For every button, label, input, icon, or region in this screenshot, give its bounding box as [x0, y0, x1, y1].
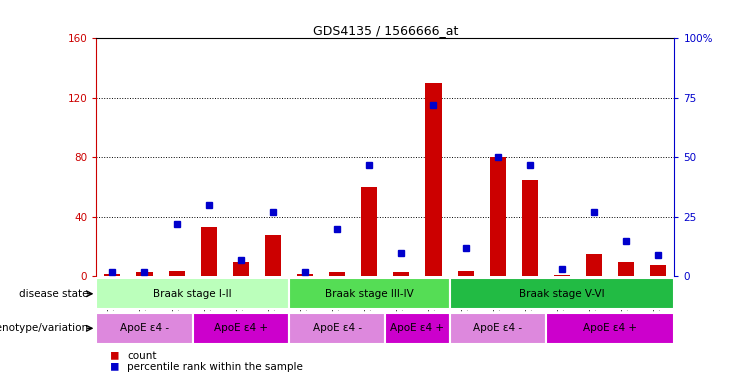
Bar — [457, 270, 473, 276]
Text: ApoE ε4 +: ApoE ε4 + — [583, 323, 637, 333]
Bar — [618, 262, 634, 276]
Bar — [265, 235, 281, 276]
Bar — [297, 273, 313, 276]
Bar — [233, 262, 249, 276]
Bar — [329, 272, 345, 276]
Bar — [586, 254, 602, 276]
Text: Braak stage V-VI: Braak stage V-VI — [519, 289, 605, 299]
Bar — [450, 313, 546, 344]
Text: genotype/variation: genotype/variation — [0, 323, 89, 333]
Text: ApoE ε4 -: ApoE ε4 - — [473, 323, 522, 333]
Bar — [96, 313, 193, 344]
Bar — [289, 313, 385, 344]
Bar — [546, 313, 674, 344]
Title: GDS4135 / 1566666_at: GDS4135 / 1566666_at — [313, 24, 458, 37]
Bar — [361, 187, 377, 276]
Text: Braak stage III-IV: Braak stage III-IV — [325, 289, 413, 299]
Bar — [104, 273, 120, 276]
Text: ApoE ε4 -: ApoE ε4 - — [313, 323, 362, 333]
Bar — [554, 275, 570, 276]
Bar — [168, 270, 185, 276]
Text: ApoE ε4 +: ApoE ε4 + — [214, 323, 268, 333]
Bar — [651, 265, 666, 276]
Text: count: count — [127, 351, 157, 361]
Text: disease state: disease state — [19, 289, 89, 299]
Bar — [522, 180, 538, 276]
Bar — [136, 272, 153, 276]
Bar — [289, 278, 450, 310]
Text: percentile rank within the sample: percentile rank within the sample — [127, 362, 303, 372]
Bar — [425, 83, 442, 276]
Bar — [490, 157, 505, 276]
Bar — [201, 227, 216, 276]
Bar — [96, 278, 289, 310]
Text: ApoE ε4 +: ApoE ε4 + — [391, 323, 445, 333]
Text: ■: ■ — [111, 348, 119, 361]
Text: ■: ■ — [111, 359, 119, 372]
Bar — [393, 272, 409, 276]
Bar — [450, 278, 674, 310]
Text: ApoE ε4 -: ApoE ε4 - — [120, 323, 169, 333]
Bar — [193, 313, 289, 344]
Bar — [385, 313, 450, 344]
Text: Braak stage I-II: Braak stage I-II — [153, 289, 232, 299]
